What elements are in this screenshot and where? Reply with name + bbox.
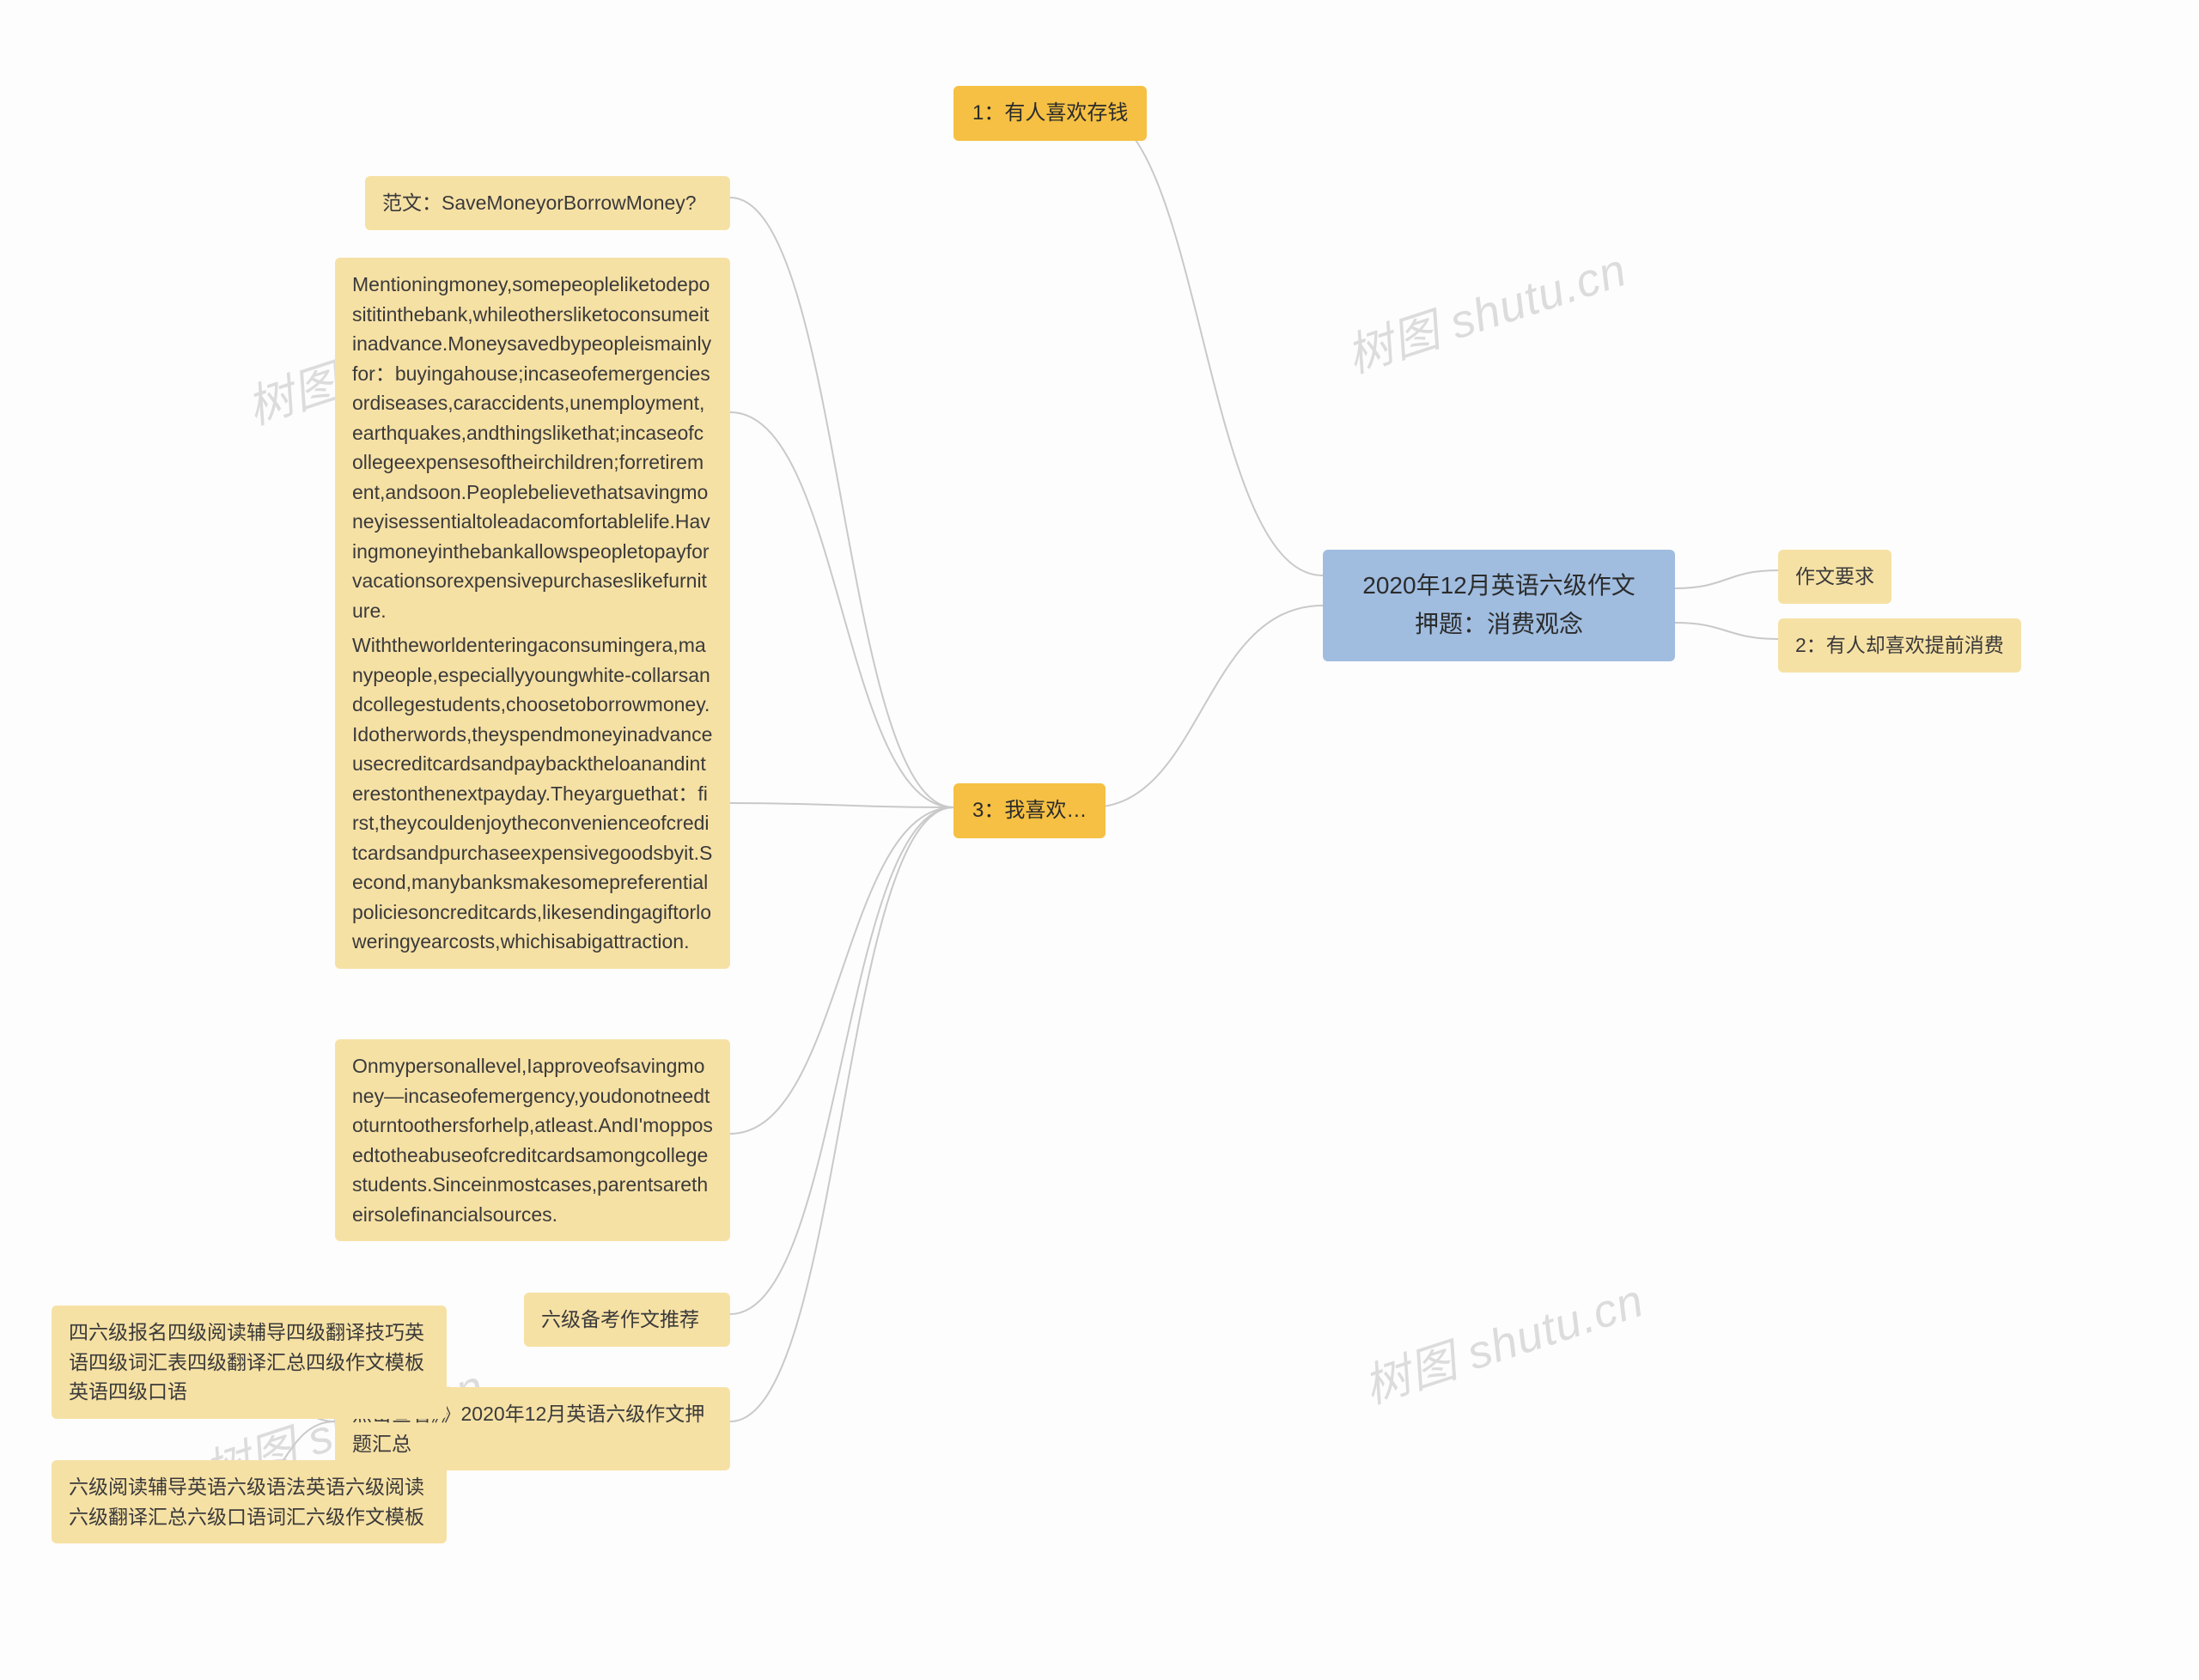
center-line1: 2020年12月英语六级作文 (1362, 572, 1635, 599)
watermark: 树图 shutu.cn (1354, 1263, 1651, 1417)
leaf-para3: Onmypersonallevel,Iapproveofsavingmoney—… (335, 1039, 730, 1241)
watermark: 树图 shutu.cn (1337, 232, 1634, 387)
leaf-requirement: 作文要求 (1778, 550, 1891, 604)
center-node: 2020年12月英语六级作文 押题：消费观念 (1323, 550, 1675, 661)
leaf-sub1: 四六级报名四级阅读辅导四级翻译技巧英语四级词汇表四级翻译汇总四级作文模板英语四级… (52, 1306, 447, 1419)
mid-point1: 1：有人喜欢存钱 (953, 86, 1147, 141)
leaf-rec: 六级备考作文推荐 (524, 1293, 730, 1347)
leaf-para1: Mentioningmoney,somepeopleliketodepositi… (335, 258, 730, 637)
mid-point3: 3：我喜欢… (953, 783, 1106, 838)
leaf-para2: Withtheworldenteringaconsumingera,manype… (335, 618, 730, 969)
center-line2: 押题：消费观念 (1415, 611, 1583, 637)
connector-lines (0, 0, 2199, 1680)
leaf-point2: 2：有人却喜欢提前消费 (1778, 618, 2021, 673)
leaf-sub2: 六级阅读辅导英语六级语法英语六级阅读六级翻译汇总六级口语词汇六级作文模板 (52, 1460, 447, 1543)
leaf-essay-title: 范文：SaveMoneyorBorrowMoney? (365, 176, 730, 230)
